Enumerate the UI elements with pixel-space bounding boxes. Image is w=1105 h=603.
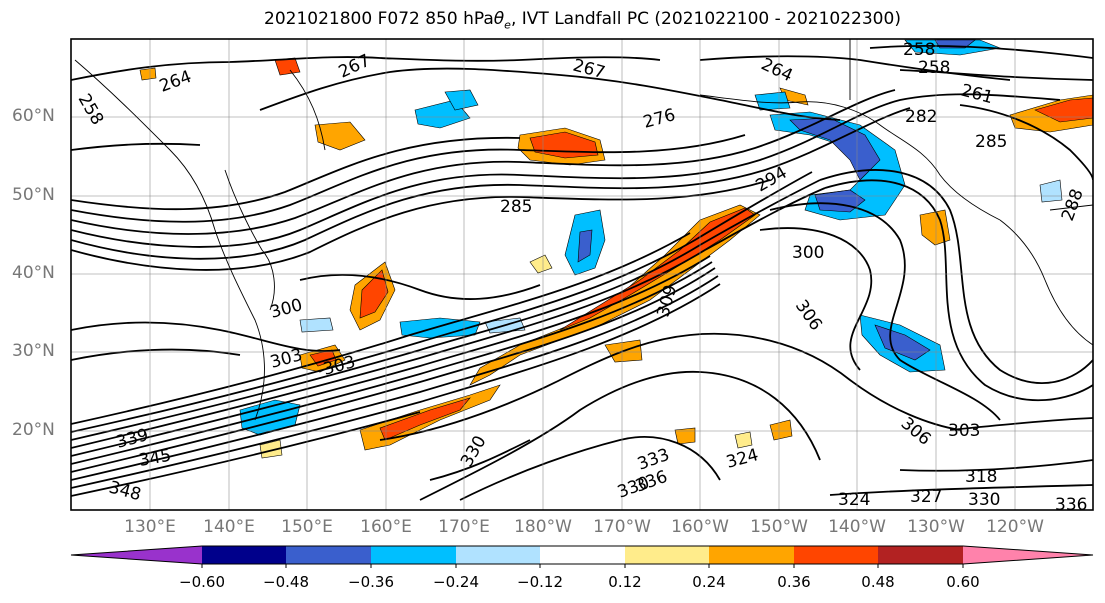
contour-label: 318 [965,467,997,487]
contour-label: 258 [903,40,935,60]
contour-label: 330 [968,490,1000,510]
contour-label: 258 [918,58,950,78]
lat-label: 50°N [12,185,55,205]
lon-label: 140°W [828,517,886,537]
contour-label: 300 [792,243,824,263]
contour-label: 324 [724,445,761,473]
lon-label: 160°W [671,517,729,537]
contour-label: 261 [959,81,996,109]
contour-label: 306 [791,296,826,334]
lon-label: 160°E [360,517,412,537]
contour-label: 267 [571,56,608,84]
colorbar-tick-label: 0.48 [861,573,895,591]
contour-label: 282 [905,107,937,127]
colorbar-swatch [709,546,794,564]
lon-label: 130°W [907,517,965,537]
colorbar [70,545,1094,568]
contour-label: 264 [157,67,194,97]
colorbar-tick-label: −0.60 [179,573,225,591]
lat-label: 30°N [12,341,55,361]
lon-label: 170°E [438,517,490,537]
title-theta: θe [493,9,511,32]
colorbar-swatch [878,546,963,564]
contour-label: 285 [500,197,532,217]
contour-label: 324 [838,490,870,510]
warm-anomaly-shading [139,57,1093,459]
contour-label: 303 [948,421,980,441]
colorbar-swatch [794,546,878,564]
contour-label: 345 [137,446,172,471]
contour-label: 258 [74,91,108,129]
contour-label: 330 [457,432,491,470]
colorbar-swatch [456,546,540,564]
colorbar-tick-label: 0.12 [608,573,642,591]
contour-label: 330 [615,473,652,503]
lon-label: 150°W [750,517,808,537]
colorbar-tick-label: −0.48 [263,573,309,591]
graticule [71,39,1093,510]
contour-label: 285 [975,132,1007,152]
colorbar-swatch [71,546,202,564]
lon-label: 150°E [281,517,333,537]
contour-label: 327 [910,487,942,507]
colorbar-tick-label: 0.60 [946,573,980,591]
colorbar-tick-label: −0.24 [433,573,479,591]
lon-label: 130°E [124,517,176,537]
contour-label: 294 [753,163,791,197]
contour-label: 306 [897,414,935,450]
colorbar-swatch [625,546,709,564]
colorbar-tick-label: −0.36 [348,573,394,591]
lon-label: 180°W [514,517,572,537]
coastlines [74,39,1093,421]
colorbar-swatch [540,546,625,564]
colorbar-tick-label: 0.24 [692,573,726,591]
colorbar-swatch [371,546,456,564]
lat-label: 20°N [12,420,55,440]
title-prefix: 2021021800 F072 850 hPa [264,9,494,29]
contour-label: 264 [758,54,796,86]
colorbar-swatch [963,546,1093,564]
lon-label: 140°E [203,517,255,537]
lat-label: 40°N [12,263,55,283]
lon-label: 170°W [593,517,651,537]
lon-label: 120°W [986,517,1044,537]
title-suffix: , IVT Landfall PC (2021022100 - 20210223… [510,9,901,29]
colorbar-swatch [202,546,286,564]
colorbar-swatch [286,546,371,564]
contour-label: 267 [336,51,374,83]
colorbar-tick-label: −0.12 [517,573,563,591]
contour-label: 276 [641,105,678,133]
theta-e-contours [71,45,1093,501]
lat-label: 60°N [12,106,55,126]
colorbar-tick-label: 0.36 [777,573,811,591]
plot-title: 2021021800 F072 850 hPa θe, IVT Landfall… [0,9,1105,31]
contour-label: 288 [1058,186,1088,223]
contour-label: 336 [1055,495,1087,515]
map-frame [70,38,1094,511]
